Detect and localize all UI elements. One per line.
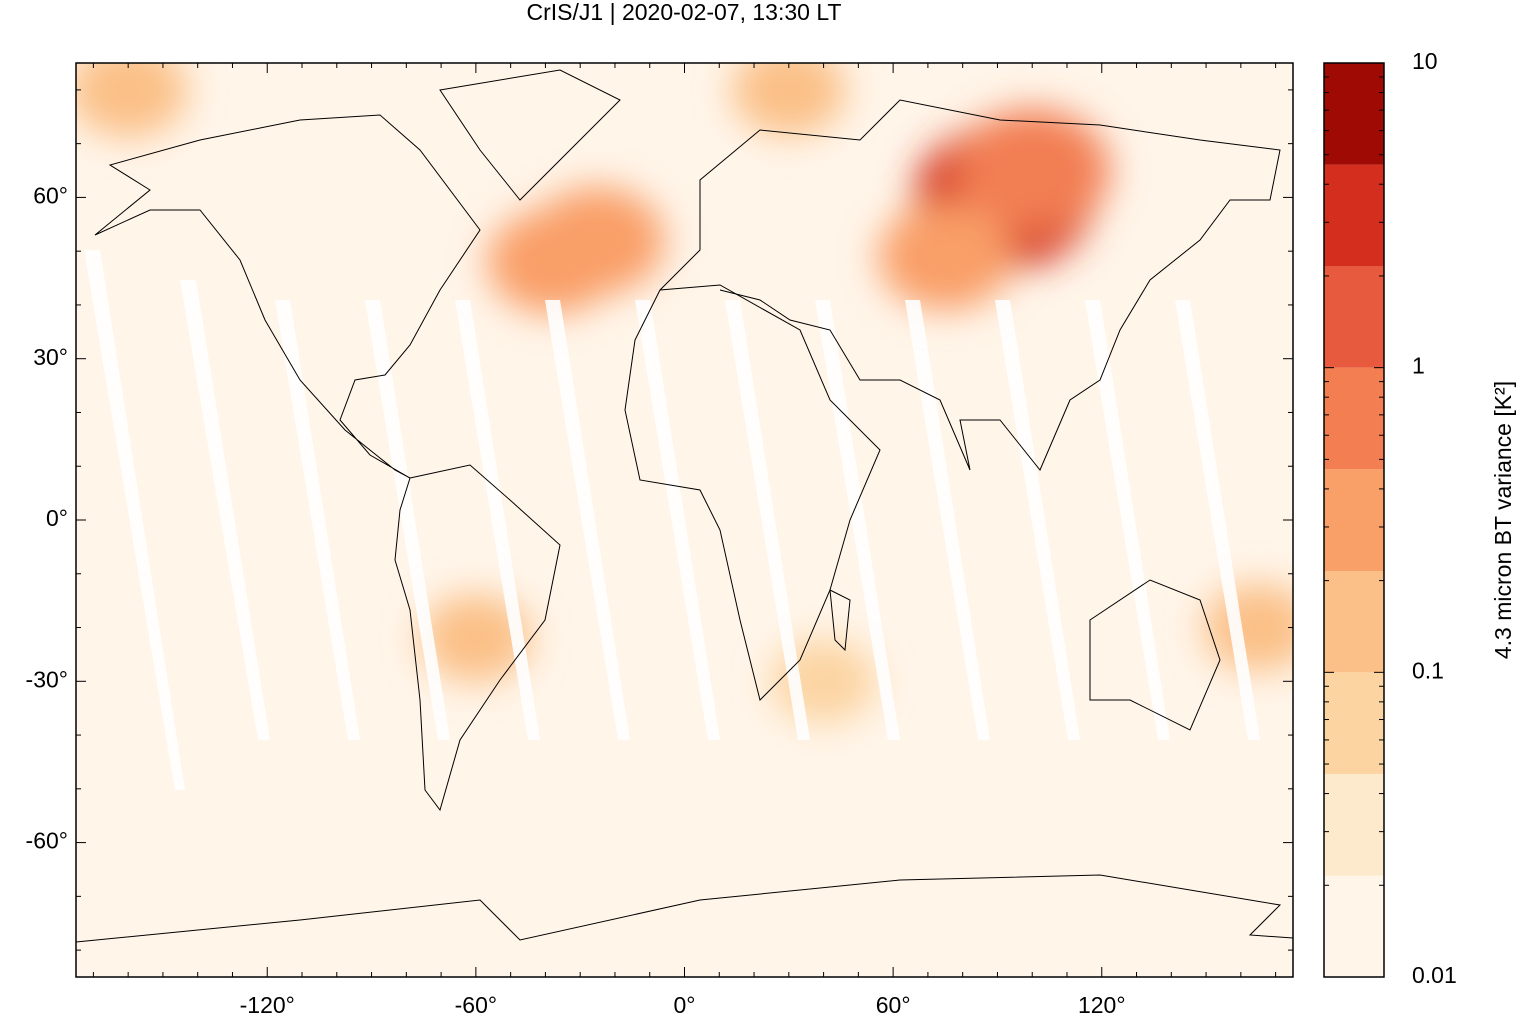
x-tick-label: 0° [674, 992, 696, 1018]
x-tick-label: -60° [455, 992, 497, 1018]
x-tick-label: 60° [876, 992, 911, 1018]
coastlines [76, 69, 1293, 943]
variance-hotspot [878, 203, 1013, 311]
colorbar-tick-label: 0.1 [1412, 657, 1444, 683]
map [76, 63, 1293, 977]
colorbar-frame [1323, 62, 1385, 978]
colorbar-band [1324, 63, 1384, 165]
y-tick-label: 60° [33, 182, 68, 208]
colorbar-band [1324, 164, 1384, 267]
variance-hotspot [731, 63, 846, 136]
colorbar-label: 4.3 micron BT variance [K²] [1490, 381, 1516, 659]
y-tick-label: 30° [33, 344, 68, 370]
variance-hotspot [487, 209, 618, 314]
x-tick-label: 120° [1078, 992, 1126, 1018]
y-tick-label: -30° [26, 666, 68, 692]
colorbar-tick-label: 1 [1412, 353, 1425, 379]
variance-hotspot [420, 594, 531, 683]
y-tick-label: -60° [26, 828, 68, 854]
colorbar-band [1324, 875, 1384, 977]
colorbar: 0.01 0.1 1 10 [1324, 48, 1457, 988]
colorbar-band [1324, 773, 1384, 876]
variance-hotspot [954, 108, 1110, 233]
colorbar-band [1324, 672, 1384, 774]
swath-gaps [84, 250, 1260, 790]
variance-hotspot [1203, 583, 1293, 672]
chart-title: CrIS/J1 | 2020-02-07, 13:30 LT [527, 0, 842, 25]
colorbar-band [1324, 367, 1384, 470]
colorbar-band [1324, 571, 1384, 673]
colorbar-tick-label: 10 [1412, 48, 1438, 74]
variance-hotspot [76, 63, 188, 138]
colorbar-band [1324, 469, 1384, 572]
x-tick-label: -120° [240, 992, 295, 1018]
colorbar-band [1324, 266, 1384, 368]
colorbar-tick-label: 0.01 [1412, 962, 1457, 988]
y-tick-label: 0° [46, 505, 68, 531]
